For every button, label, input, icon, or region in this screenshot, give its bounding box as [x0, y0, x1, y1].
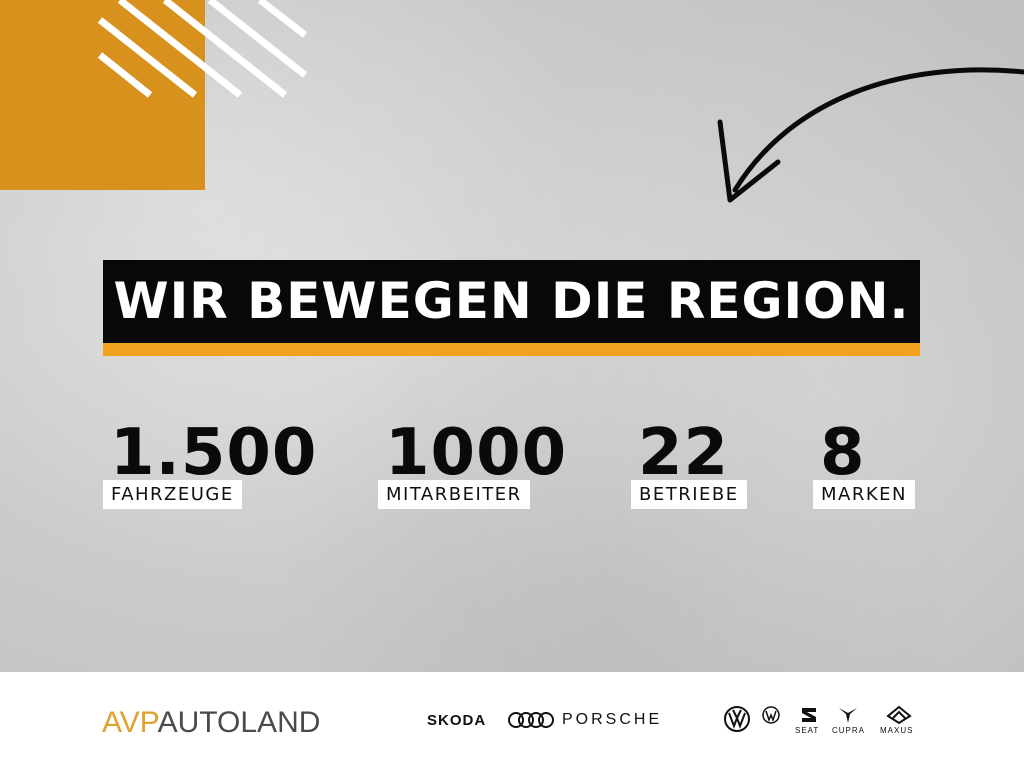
orange-square: [0, 0, 205, 190]
diagonal-stripes: [97, 0, 308, 98]
headline-underline: [103, 343, 920, 356]
stat-value: 8: [820, 416, 866, 490]
stat-mitarbeiter: 1000 MITARBEITER: [378, 416, 568, 509]
cupra-label: CUPRA: [832, 726, 866, 735]
porsche-logo: PORSCHE: [562, 711, 663, 728]
footer: [0, 672, 1024, 768]
curved-arrow-icon: [717, 67, 1024, 203]
audi-rings-icon: [508, 712, 554, 728]
stat-betriebe: 22 BETRIEBE: [631, 416, 747, 509]
stat-marken: 8 MARKEN: [813, 416, 915, 509]
maxus-label: MAXUS: [880, 726, 914, 735]
stat-value: 22: [638, 416, 730, 490]
stat-label: BETRIEBE: [631, 480, 747, 509]
stat-value: 1.500: [110, 416, 318, 490]
stat-fahrzeuge: 1.500 FAHRZEUGE: [103, 416, 318, 509]
vw-logo-icon: [724, 706, 750, 732]
seat-logo-icon: [802, 708, 816, 722]
headline: WIR BEWEGEN DIE REGION.: [103, 260, 920, 343]
stat-label: MITARBEITER: [378, 480, 530, 509]
seat-label: SEAT: [795, 726, 820, 735]
cupra-logo-icon: [839, 708, 857, 723]
stat-label: FAHRZEUGE: [103, 480, 242, 509]
maxus-logo-icon: [886, 705, 912, 725]
vw-nutzfahrzeuge-logo-icon: [762, 706, 780, 724]
skoda-logo: SKODA: [427, 712, 487, 729]
avp-autoland-logo: AVPAUTOLAND: [102, 706, 321, 739]
stat-value: 1000: [385, 416, 568, 490]
stat-label: MARKEN: [813, 480, 915, 509]
